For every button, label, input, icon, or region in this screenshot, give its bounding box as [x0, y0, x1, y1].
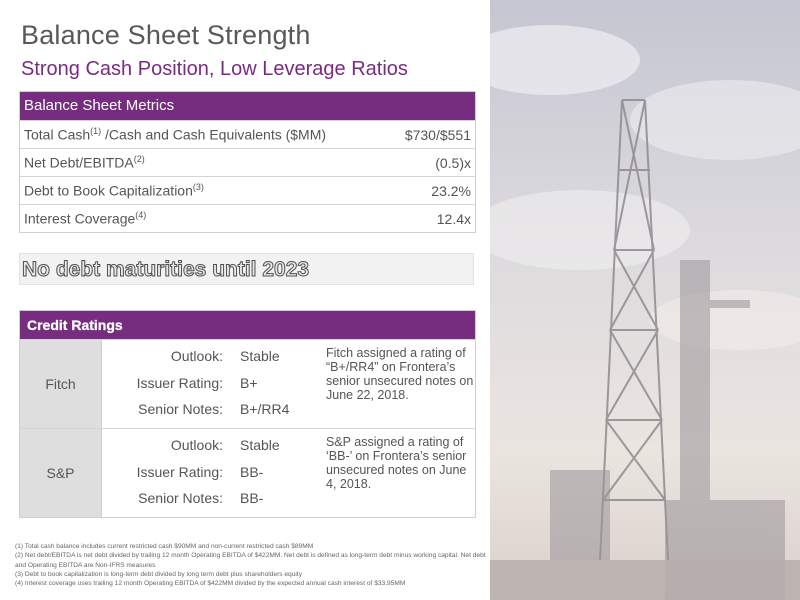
rating-label: Issuer Rating:: [136, 374, 223, 391]
footnote: (3) Debt to book capitalization is long-…: [15, 570, 302, 578]
metrics-row-total-cash: Total Cash(1) /Cash and Cash Equivalents…: [20, 120, 475, 148]
agency-rating-lines: Outlook: Stable Issuer Rating: B+ Senior…: [102, 340, 326, 428]
debt-maturities-banner: No debt maturities until 2023: [19, 253, 474, 285]
label-text: Interest Coverage: [24, 210, 136, 227]
drilling-rig-illustration: [490, 0, 800, 600]
drilling-rig-photo: [490, 0, 800, 600]
rating-line: Outlook: Stable: [102, 432, 326, 459]
label-suffix: /Cash and Cash Equivalents ($MM): [101, 126, 327, 143]
label-text: Total Cash: [24, 126, 91, 143]
rating-line: Issuer Rating: BB-: [102, 459, 326, 486]
metrics-row-value: (0.5)x: [435, 154, 471, 171]
rating-label: Issuer Rating:: [136, 463, 223, 480]
page-subtitle: Strong Cash Position, Low Leverage Ratio…: [21, 58, 408, 80]
footnote-ref: (1): [90, 126, 102, 137]
rating-label: Outlook:: [170, 437, 223, 454]
footnotes: (1) Total cash balance includes current …: [15, 542, 495, 588]
rating-line: Outlook: Stable: [102, 343, 326, 370]
metrics-row-value: 23.2%: [431, 182, 471, 199]
label-text: Net Debt/EBITDA: [24, 154, 134, 171]
metrics-table-heading: Balance Sheet Metrics: [20, 92, 475, 120]
metrics-row-label: Total Cash(1) /Cash and Cash Equivalents…: [24, 126, 326, 143]
ratings-table-heading: Credit Ratings: [20, 311, 475, 339]
metrics-row-value: 12.4x: [436, 210, 471, 227]
metrics-row-interest-coverage: Interest Coverage(4) 12.4x: [20, 204, 475, 232]
agency-rating-lines: Outlook: Stable Issuer Rating: BB- Senio…: [102, 429, 326, 517]
agency-name: Fitch: [20, 340, 102, 428]
footnote-ref: (2): [133, 154, 145, 165]
agency-name: S&P: [20, 429, 102, 517]
metrics-row-label: Debt to Book Capitalization(3): [24, 182, 204, 199]
metrics-row-net-debt-ebitda: Net Debt/EBITDA(2) (0.5)x: [20, 148, 475, 176]
metrics-row-label: Interest Coverage(4): [24, 210, 146, 227]
agency-note: Fitch assigned a rating of “B+/RR4” on F…: [326, 346, 474, 402]
rating-value: B+: [240, 374, 258, 391]
metrics-row-label: Net Debt/EBITDA(2): [24, 154, 145, 171]
rating-value: Stable: [240, 437, 280, 454]
rating-line: Issuer Rating: B+: [102, 370, 326, 397]
footnote: (1) Total cash balance includes current …: [15, 543, 314, 550]
footnote-ref: (4): [135, 210, 147, 221]
rating-value: BB-: [240, 490, 264, 507]
label-text: Debt to Book Capitalization: [24, 182, 193, 199]
agency-row-sp: S&P Outlook: Stable Issuer Rating: BB- S…: [20, 428, 475, 517]
rating-line: Senior Notes: BB-: [102, 485, 326, 512]
rating-label: Outlook:: [170, 348, 223, 365]
balance-sheet-metrics-table: Balance Sheet Metrics Total Cash(1) /Cas…: [19, 91, 476, 233]
rating-value: BB-: [240, 463, 264, 480]
footnote-ref: (3): [192, 182, 204, 193]
credit-ratings-table: Credit Ratings Fitch Outlook: Stable Iss…: [19, 310, 476, 518]
rating-line: Senior Notes: B+/RR4: [102, 396, 326, 423]
rating-label: Senior Notes:: [138, 490, 223, 507]
rating-label: Senior Notes:: [138, 401, 223, 418]
footnote: (2) Net debt/EBITDA is net debt divided …: [15, 552, 486, 569]
page-title: Balance Sheet Strength: [21, 20, 311, 50]
footnote: (4) Interest coverage uses trailing 12 m…: [15, 580, 406, 588]
rating-value: Stable: [240, 348, 280, 365]
rating-value: B+/RR4: [240, 401, 290, 418]
agency-row-fitch: Fitch Outlook: Stable Issuer Rating: B+ …: [20, 339, 475, 428]
metrics-row-debt-to-book-cap: Debt to Book Capitalization(3) 23.2%: [20, 176, 475, 204]
agency-note: S&P assigned a rating of ‘BB-’ on Fronte…: [326, 435, 467, 491]
metrics-row-value: $730/$551: [404, 126, 471, 143]
